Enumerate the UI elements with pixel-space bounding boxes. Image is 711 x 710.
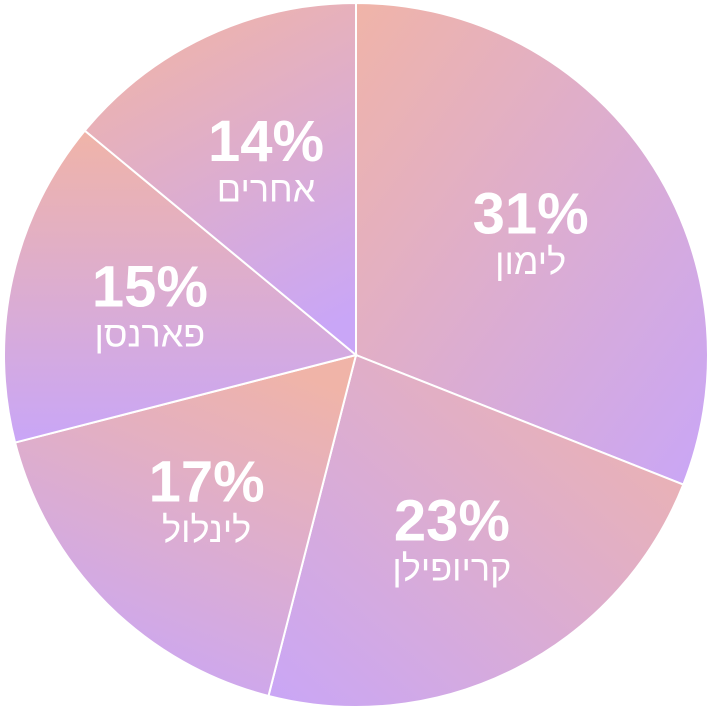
slice-label: אחרים xyxy=(217,168,316,209)
slice-label: לינלול xyxy=(162,509,251,550)
value-label: 15% xyxy=(92,254,208,319)
pie-slice xyxy=(3,129,359,444)
slice-label: פארנסן xyxy=(95,313,206,354)
value-label: 17% xyxy=(149,450,265,515)
value-label: 23% xyxy=(394,489,510,554)
slice-label: לימון xyxy=(495,241,566,282)
pie-slice xyxy=(83,1,357,358)
pie-slice xyxy=(267,353,685,708)
value-label: 31% xyxy=(473,182,589,247)
pie-slice xyxy=(13,353,358,698)
slice-label: קריופילן xyxy=(392,548,511,589)
value-label: 14% xyxy=(208,109,324,174)
pie-slice xyxy=(355,1,709,486)
